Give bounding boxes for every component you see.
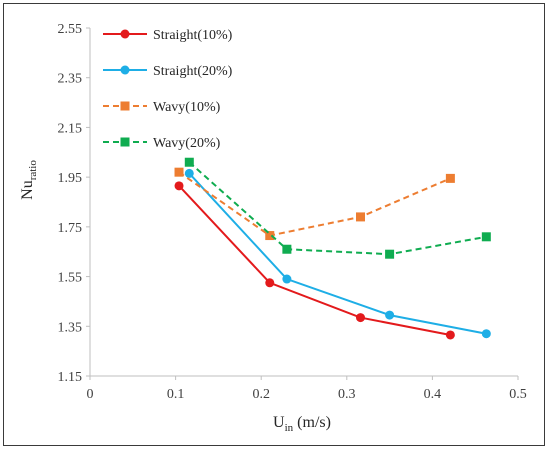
y-tick-label: 1.15	[58, 370, 83, 385]
series-4	[184, 157, 491, 259]
series-line	[188, 161, 487, 256]
series-layer	[174, 157, 491, 340]
x-tick-label: 0	[87, 387, 94, 402]
legend-label: Wavy(20%)	[153, 136, 221, 151]
y-tick-label: 2.35	[58, 72, 83, 87]
data-point	[265, 278, 275, 288]
data-point	[355, 313, 365, 323]
legend-marker	[120, 65, 130, 75]
data-point	[355, 212, 365, 222]
legend-label: Straight(20%)	[153, 64, 233, 79]
legend-marker	[120, 29, 130, 39]
data-point	[481, 329, 491, 339]
data-point	[184, 168, 194, 178]
series-line	[178, 171, 451, 237]
chart-frame	[3, 3, 545, 446]
x-tick-label: 0.3	[338, 387, 356, 402]
data-point	[174, 167, 184, 177]
y-tick-label: 1.35	[58, 320, 83, 335]
series-line	[178, 185, 451, 336]
y-tick-label: 1.95	[58, 171, 83, 186]
legend-label: Straight(10%)	[153, 28, 233, 43]
data-point	[481, 232, 491, 242]
x-tick-label: 0.1	[167, 387, 185, 402]
legend-entry: Straight(20%)	[103, 64, 233, 79]
data-point	[445, 330, 455, 340]
legend-label: Wavy(10%)	[153, 100, 221, 115]
data-point	[184, 157, 194, 167]
legend-entry: Wavy(10%)	[103, 100, 221, 115]
data-point	[282, 244, 292, 254]
legend: Straight(10%) Straight(20%) Wavy(10%) Wavy(…	[103, 28, 233, 151]
axes: 1.15 1.35 1.55 1.75 1.95 2.15 2.35 2.55 0 0.1 0.2 0…	[58, 22, 527, 402]
legend-marker	[120, 137, 130, 147]
x-tick-label: 0.5	[509, 387, 527, 402]
series-2	[184, 168, 491, 339]
legend-marker	[120, 101, 130, 111]
y-tick-label: 1.75	[58, 221, 83, 236]
legend-entry: Wavy(20%)	[103, 136, 221, 151]
series-3	[174, 167, 455, 241]
data-point	[265, 231, 275, 241]
y-tick-label: 2.55	[58, 22, 83, 37]
x-tick-label: 0.4	[424, 387, 442, 402]
data-point	[445, 173, 455, 183]
series-1	[174, 181, 455, 340]
legend-entry: Straight(10%)	[103, 28, 233, 43]
y-axis-title: Nuratio	[19, 160, 39, 200]
x-tick-label: 0.2	[252, 387, 270, 402]
data-point	[385, 249, 395, 259]
series-line	[188, 172, 487, 335]
data-point	[174, 181, 184, 191]
data-point	[282, 274, 292, 284]
data-point	[385, 310, 395, 320]
y-tick-label: 1.55	[58, 271, 83, 286]
y-tick-label: 2.15	[58, 121, 83, 136]
x-axis-title: Uin (m/s)	[273, 414, 331, 434]
